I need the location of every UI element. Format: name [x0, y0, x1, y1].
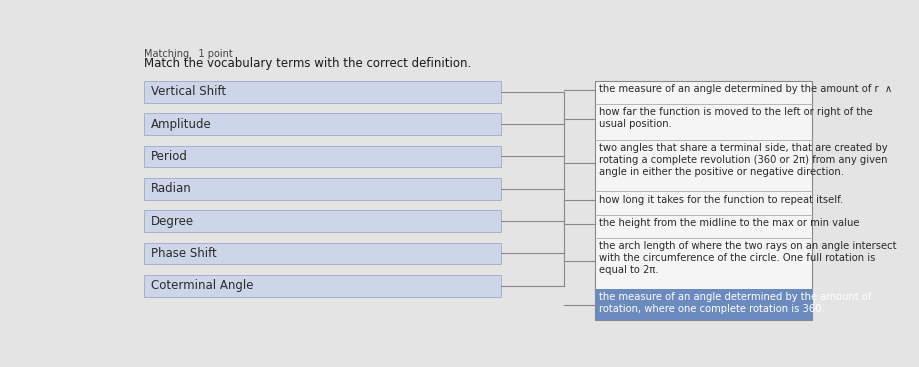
Text: the measure of an angle determined by the amount of r  ∧: the measure of an angle determined by th…	[598, 84, 891, 94]
Bar	[144, 243, 501, 264]
Bar	[144, 81, 501, 102]
Text: Match the vocabulary terms with the correct definition.: Match the vocabulary terms with the corr…	[144, 57, 471, 70]
Bar	[595, 290, 811, 320]
Text: Period: Period	[151, 150, 187, 163]
Text: Radian: Radian	[151, 182, 191, 195]
Bar	[595, 81, 811, 320]
Bar	[144, 210, 501, 232]
Bar	[144, 146, 501, 167]
Text: Vertical Shift: Vertical Shift	[151, 85, 225, 98]
Text: the arch length of where the two rays on an angle intersect
with the circumferen: the arch length of where the two rays on…	[598, 241, 896, 275]
Bar	[144, 275, 501, 297]
Text: how long it takes for the function to repeat itself.: how long it takes for the function to re…	[598, 195, 843, 204]
Bar	[144, 113, 501, 135]
Text: Degree: Degree	[151, 215, 194, 228]
Text: Phase Shift: Phase Shift	[151, 247, 216, 260]
Text: two angles that share a terminal side, that are created by
rotating a complete r: two angles that share a terminal side, t…	[598, 143, 887, 177]
Bar	[144, 178, 501, 200]
Text: the measure of an angle determined by the amount of
rotation, where one complete: the measure of an angle determined by th…	[598, 292, 871, 315]
Text: Coterminal Angle: Coterminal Angle	[151, 279, 253, 292]
Text: how far the function is moved to the left or right of the
usual position.: how far the function is moved to the lef…	[598, 107, 872, 129]
Text: Amplitude: Amplitude	[151, 117, 211, 131]
Text: Matching   1 point: Matching 1 point	[144, 49, 233, 59]
Text: the height from the midline to the max or min value: the height from the midline to the max o…	[598, 218, 859, 228]
